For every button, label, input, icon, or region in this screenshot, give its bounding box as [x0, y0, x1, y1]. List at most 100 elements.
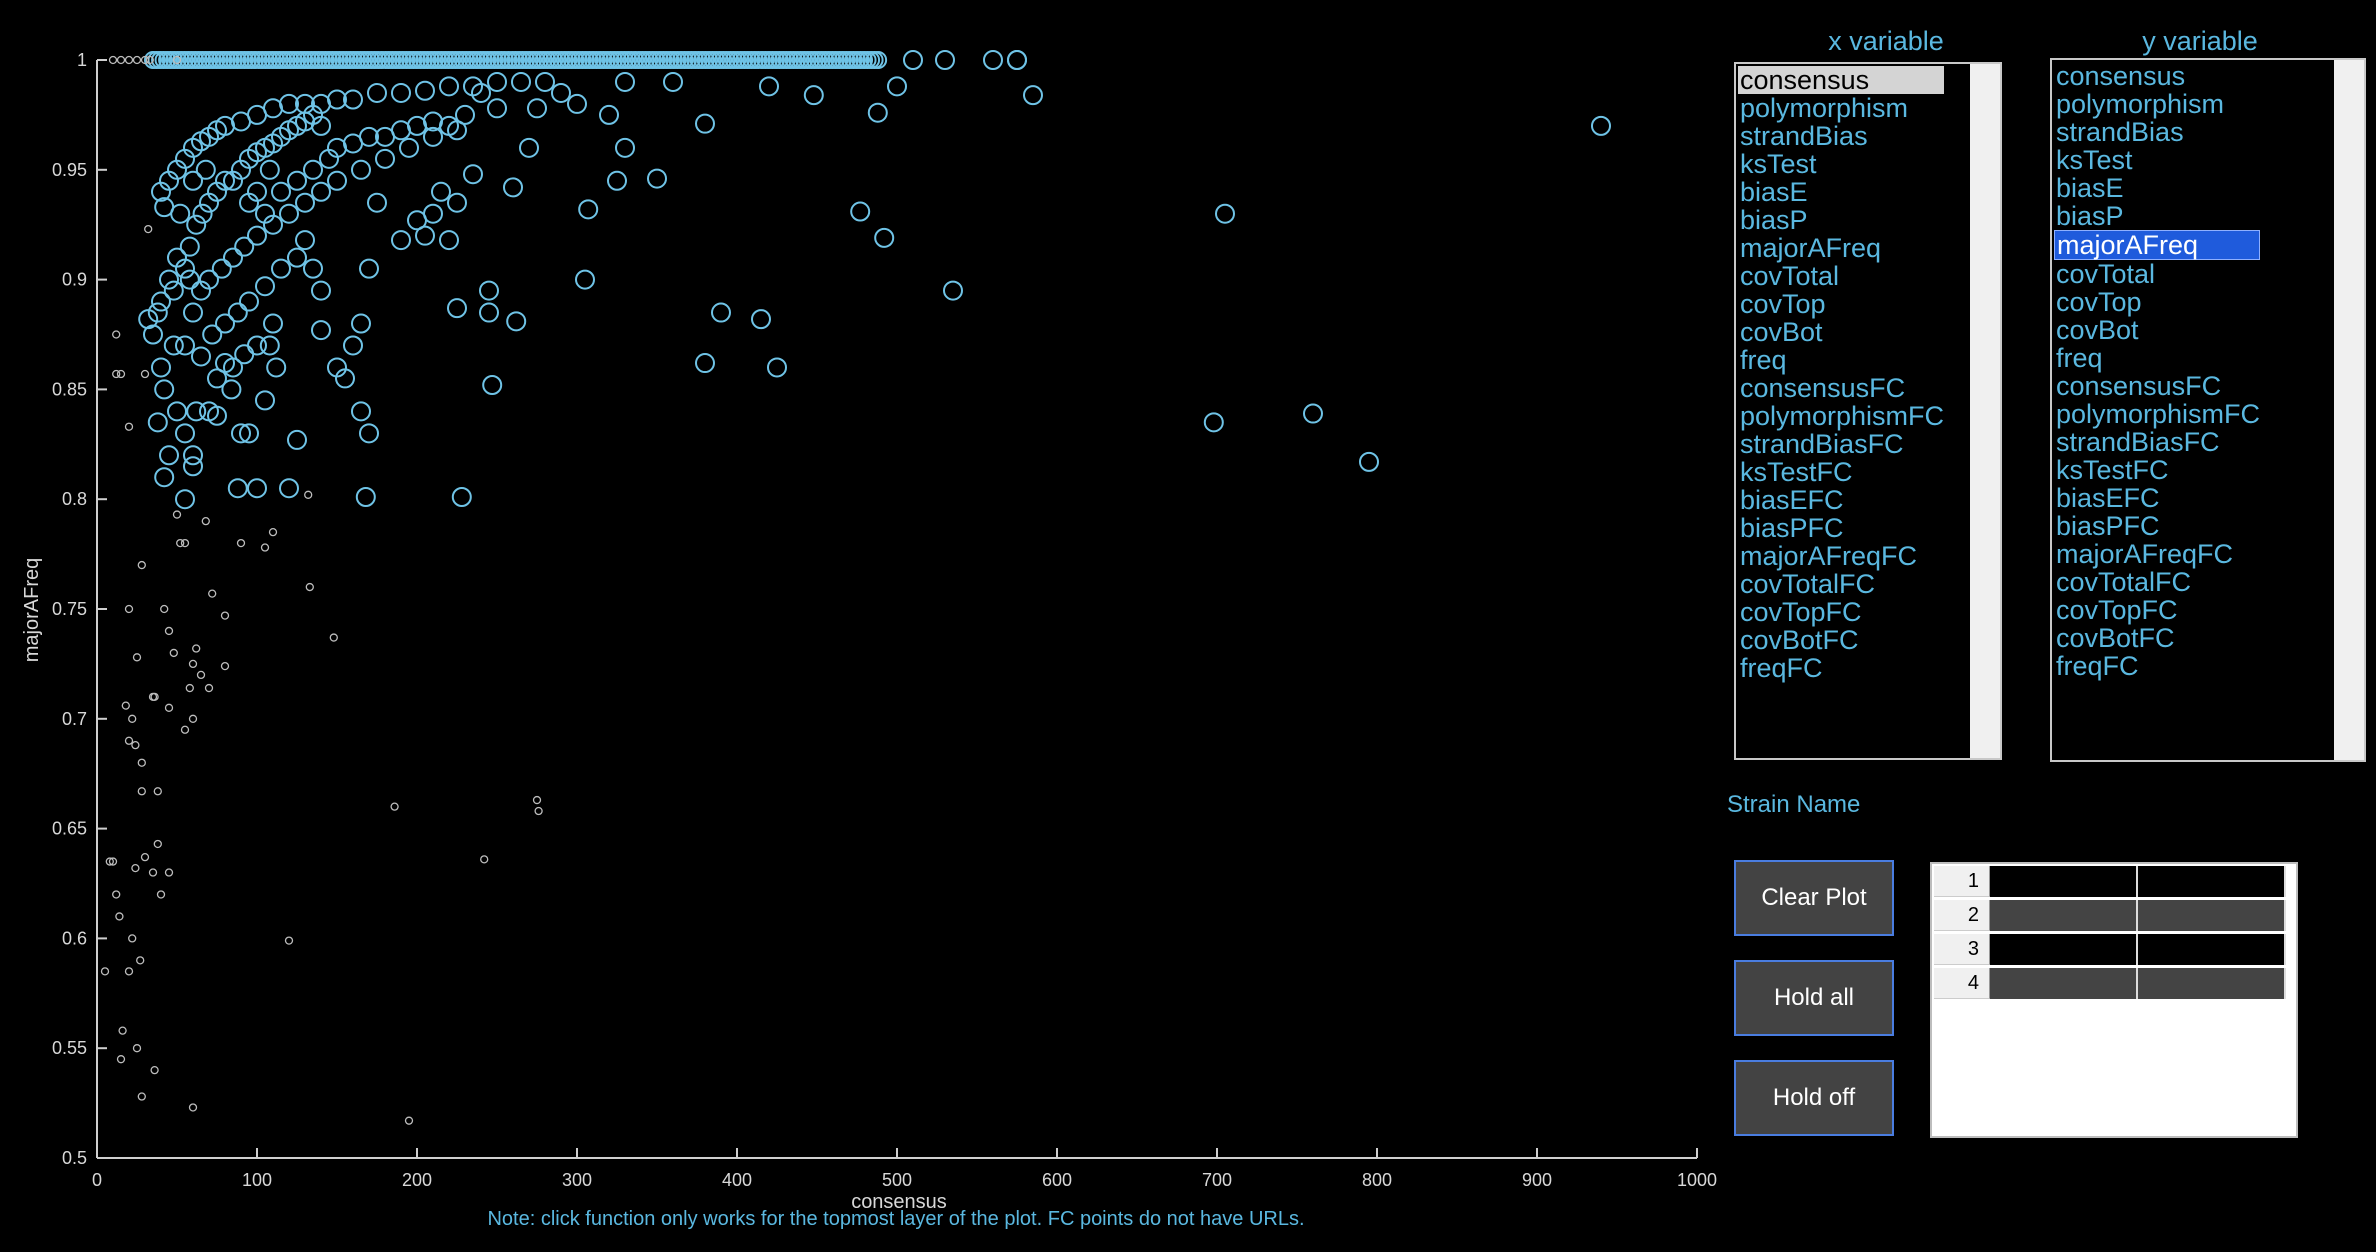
data-point-small[interactable] — [137, 787, 146, 796]
data-point[interactable] — [615, 71, 635, 92]
data-point[interactable] — [767, 357, 787, 378]
list-item-consensusFC[interactable]: consensusFC — [1740, 373, 1906, 403]
data-point-small[interactable] — [176, 538, 185, 548]
data-point[interactable] — [287, 247, 307, 268]
data-point-small[interactable] — [236, 538, 246, 548]
data-point[interactable] — [311, 181, 331, 202]
list-item-covTop[interactable]: covTop — [2056, 287, 2142, 317]
data-point-small[interactable] — [148, 692, 158, 701]
list-item-ksTestFC[interactable]: ksTestFC — [2056, 455, 2169, 485]
data-point[interactable] — [223, 247, 243, 268]
data-point[interactable] — [151, 357, 171, 378]
data-point[interactable] — [447, 298, 467, 319]
list-item-freqFC[interactable]: freqFC — [1740, 653, 1823, 683]
list-item-consensusFC[interactable]: consensusFC — [2056, 371, 2222, 401]
data-point[interactable] — [415, 225, 435, 246]
plot-marks[interactable] — [100, 50, 1611, 1125]
data-point[interactable] — [191, 346, 211, 367]
data-point[interactable] — [179, 269, 200, 290]
data-point[interactable] — [935, 50, 955, 70]
data-point[interactable] — [311, 280, 331, 301]
data-point[interactable] — [351, 401, 371, 422]
data-point[interactable] — [163, 280, 184, 301]
data-point[interactable] — [983, 50, 1003, 70]
data-point-small[interactable] — [116, 1055, 126, 1064]
data-point[interactable] — [391, 230, 411, 251]
data-point[interactable] — [511, 71, 531, 92]
list-item-covTotal[interactable]: covTotal — [1740, 261, 1840, 291]
data-point-small[interactable] — [144, 224, 153, 234]
data-point[interactable] — [179, 236, 200, 257]
data-point[interactable] — [255, 276, 275, 297]
data-point[interactable] — [607, 170, 627, 191]
data-point[interactable] — [159, 445, 179, 466]
data-point[interactable] — [295, 192, 315, 213]
data-point[interactable] — [239, 423, 259, 444]
data-point[interactable] — [751, 309, 771, 330]
table-cell[interactable] — [1990, 866, 2138, 897]
list-item-biasP[interactable]: biasP — [2056, 201, 2124, 231]
data-point[interactable] — [303, 159, 323, 180]
data-point[interactable] — [192, 203, 213, 224]
data-point-small[interactable] — [136, 956, 145, 965]
scatter-plot[interactable]: 0 100 200 300 400 500 600 700 800 900 1000 0.5 0.55 0… — [0, 0, 1720, 1252]
data-point[interactable] — [850, 201, 871, 222]
data-point-small[interactable] — [124, 604, 134, 614]
data-point-small[interactable] — [260, 543, 270, 552]
list-item-polymorphismFC[interactable]: polymorphismFC — [1740, 401, 1945, 431]
data-point[interactable] — [255, 203, 275, 224]
data-point[interactable] — [399, 137, 419, 158]
list-item-biasE[interactable]: biasE — [2056, 173, 2124, 203]
data-point[interactable] — [375, 148, 395, 169]
data-point[interactable] — [335, 368, 355, 389]
data-point-small[interactable] — [124, 967, 134, 976]
data-point[interactable] — [431, 181, 451, 202]
list-item-majorAFreq[interactable]: majorAFreq — [1740, 233, 1882, 263]
data-point[interactable] — [279, 478, 299, 499]
row-header[interactable]: 4 — [1934, 968, 1990, 999]
data-point[interactable] — [423, 126, 443, 147]
data-point-small[interactable] — [201, 517, 210, 526]
data-point-small[interactable] — [153, 839, 162, 849]
data-point-small[interactable] — [164, 703, 174, 712]
data-point[interactable] — [287, 429, 307, 450]
data-point-small[interactable] — [268, 527, 278, 537]
data-point-small[interactable] — [100, 967, 110, 976]
hold-off-button[interactable]: Hold off — [1734, 1060, 1894, 1136]
data-point[interactable] — [451, 487, 472, 508]
data-point[interactable] — [303, 258, 323, 279]
data-point[interactable] — [247, 478, 267, 499]
data-point-small[interactable] — [329, 633, 338, 642]
data-point[interactable] — [1203, 412, 1224, 433]
data-point-small[interactable] — [132, 653, 142, 662]
list-item-consensus[interactable]: consensus — [2056, 61, 2186, 91]
data-point-small[interactable] — [172, 55, 182, 65]
data-point-small[interactable] — [116, 369, 126, 379]
list-item-majorAFreq[interactable]: majorAFreq — [2054, 230, 2261, 260]
data-point[interactable] — [551, 82, 571, 103]
data-point-small[interactable] — [124, 422, 134, 431]
data-point-small[interactable] — [188, 714, 198, 723]
data-point[interactable] — [487, 98, 507, 119]
data-point[interactable] — [479, 302, 499, 323]
data-point[interactable] — [869, 51, 888, 69]
y-variable-scrollbar[interactable] — [2334, 60, 2364, 760]
data-point-small[interactable] — [192, 644, 201, 653]
data-point-small[interactable] — [115, 912, 124, 921]
data-point-small[interactable] — [204, 683, 214, 693]
y-variable-items[interactable]: consensus polymorphism strandBias ksTest bia… — [2054, 61, 2261, 680]
data-point[interactable] — [695, 113, 715, 134]
data-point-small[interactable] — [140, 852, 150, 862]
table-cell[interactable] — [2138, 900, 2286, 931]
data-point[interactable] — [463, 164, 483, 185]
data-point[interactable] — [186, 401, 207, 422]
data-point-small[interactable] — [108, 55, 118, 65]
list-item-strandBiasFC[interactable]: strandBiasFC — [1740, 429, 1904, 459]
data-point-small[interactable] — [156, 890, 166, 899]
list-item-strandBias[interactable]: strandBias — [1740, 121, 1868, 151]
data-point-small[interactable] — [148, 868, 158, 877]
list-item-biasEFC[interactable]: biasEFC — [2056, 483, 2160, 513]
data-point[interactable] — [255, 390, 275, 411]
data-point-small[interactable] — [532, 795, 542, 805]
table-row[interactable]: 1 — [1934, 866, 2286, 898]
